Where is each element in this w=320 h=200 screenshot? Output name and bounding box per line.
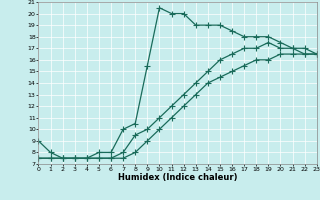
- X-axis label: Humidex (Indice chaleur): Humidex (Indice chaleur): [118, 173, 237, 182]
